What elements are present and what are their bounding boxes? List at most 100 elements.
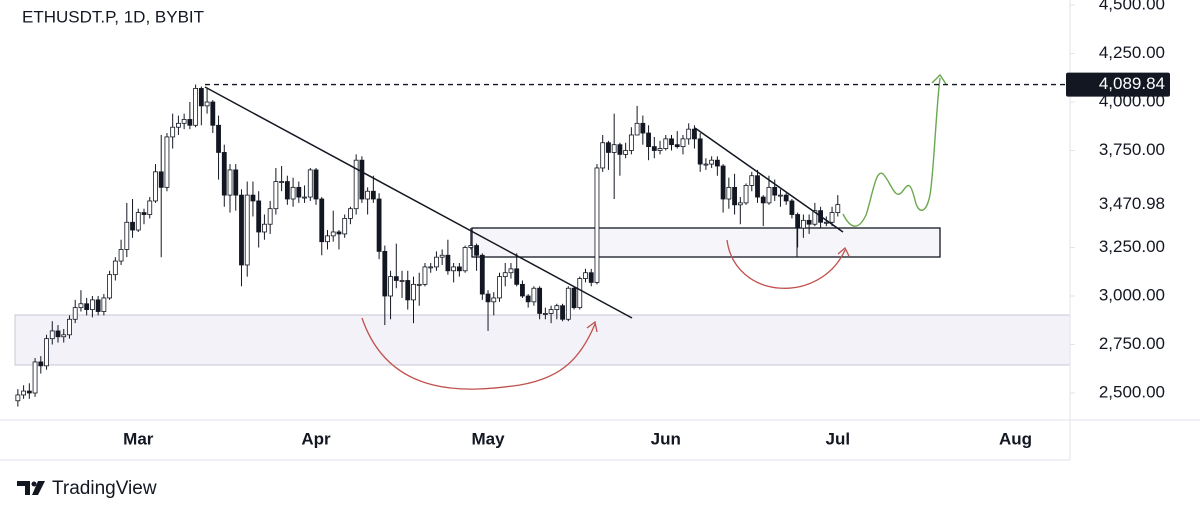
candle-body xyxy=(187,119,193,126)
candle-body xyxy=(84,303,90,310)
candle-body xyxy=(663,138,669,149)
candle-body xyxy=(640,122,646,134)
x-tick-label: May xyxy=(471,429,505,448)
candle-body xyxy=(279,181,285,183)
candle-body xyxy=(577,278,583,309)
candle-body xyxy=(479,254,485,295)
candle-body xyxy=(749,175,755,186)
candle-body xyxy=(164,136,170,188)
candle-body xyxy=(353,159,359,210)
arrow-head xyxy=(931,73,947,85)
y-tick-label: 2,750.00 xyxy=(1099,334,1165,353)
demand-box xyxy=(471,227,941,258)
candle-body xyxy=(835,204,841,213)
candle-body xyxy=(273,181,279,210)
candle-body xyxy=(692,128,697,140)
candle-body xyxy=(634,122,640,136)
candle-body xyxy=(594,167,600,283)
candle-body xyxy=(158,171,164,188)
candle-body xyxy=(130,221,135,231)
y-tick-label: 2,500.00 xyxy=(1099,382,1165,401)
candle-body xyxy=(714,159,720,167)
candle-body xyxy=(502,272,508,278)
arrow-head xyxy=(586,320,598,333)
candle-body xyxy=(456,266,462,272)
trendline xyxy=(694,127,844,233)
y-tick-label: 4,250.00 xyxy=(1099,43,1165,62)
candle-body xyxy=(560,305,565,320)
candle-body xyxy=(462,247,468,272)
trendline xyxy=(204,86,633,319)
candle-body xyxy=(227,169,233,196)
candle-body xyxy=(388,276,393,297)
y-tick-label: 3,750.00 xyxy=(1099,140,1165,159)
candle-body xyxy=(829,212,835,223)
last-price-bg xyxy=(1076,192,1170,217)
candle-body xyxy=(376,198,382,252)
candle-body xyxy=(709,159,715,165)
candle-body xyxy=(15,394,21,402)
candle-body xyxy=(411,283,416,301)
candle-body xyxy=(583,272,588,279)
candle-body xyxy=(336,231,342,235)
candle-body xyxy=(416,283,422,286)
candle-body xyxy=(193,88,199,126)
candle-body xyxy=(617,144,623,155)
candle-body xyxy=(537,287,543,314)
candle-body xyxy=(491,297,497,303)
candle-body xyxy=(760,196,766,204)
candle-body xyxy=(422,266,428,285)
candle-body xyxy=(221,152,227,196)
candle-body xyxy=(26,390,32,394)
candle-body xyxy=(153,171,158,202)
candle-body xyxy=(262,223,267,233)
candle-body xyxy=(600,142,606,169)
candle-body xyxy=(525,295,531,303)
candle-body xyxy=(720,165,726,200)
y-tick-label: 4,500.00 xyxy=(1099,0,1165,13)
x-tick-label: Aug xyxy=(999,429,1032,448)
candle-body xyxy=(32,361,38,394)
x-tick-label: Jun xyxy=(651,429,681,448)
candle-body xyxy=(365,190,371,200)
candle-body xyxy=(611,144,617,153)
x-tick-label: Apr xyxy=(301,429,331,448)
candle-body xyxy=(267,208,273,225)
candle-body xyxy=(95,299,101,312)
candle-body xyxy=(743,185,749,204)
candle-body xyxy=(124,221,130,250)
candle-body xyxy=(55,330,61,338)
candle-body xyxy=(49,330,55,340)
candle-body xyxy=(737,202,743,206)
brand-name: TradingView xyxy=(52,478,157,499)
candle-body xyxy=(434,256,439,268)
candle-body xyxy=(393,276,399,281)
candle-body xyxy=(399,280,405,282)
candle-body xyxy=(72,307,78,320)
candle-body xyxy=(628,134,634,151)
candle-body xyxy=(588,272,594,283)
candle-body xyxy=(800,219,806,229)
candle-body xyxy=(330,231,336,237)
candle-body xyxy=(118,249,124,262)
candle-body xyxy=(405,280,411,301)
candle-body xyxy=(210,101,216,126)
candle-body xyxy=(290,186,296,200)
candle-body xyxy=(697,138,703,165)
candle-body xyxy=(370,190,376,200)
candle-body xyxy=(646,132,651,148)
candle-body xyxy=(233,169,239,196)
candle-body xyxy=(789,200,795,215)
candle-body xyxy=(44,338,49,367)
candle-body xyxy=(67,318,72,336)
candle-body xyxy=(571,287,577,309)
curve-arrow xyxy=(361,317,596,390)
candle-body xyxy=(778,194,783,197)
level-label-bg xyxy=(1066,72,1170,97)
candle-body xyxy=(342,217,348,235)
x-tick-label: Jul xyxy=(826,429,851,448)
candle-body xyxy=(497,276,502,299)
candle-body xyxy=(428,266,434,269)
curve-arrow xyxy=(726,239,846,289)
candle-body xyxy=(651,146,657,151)
